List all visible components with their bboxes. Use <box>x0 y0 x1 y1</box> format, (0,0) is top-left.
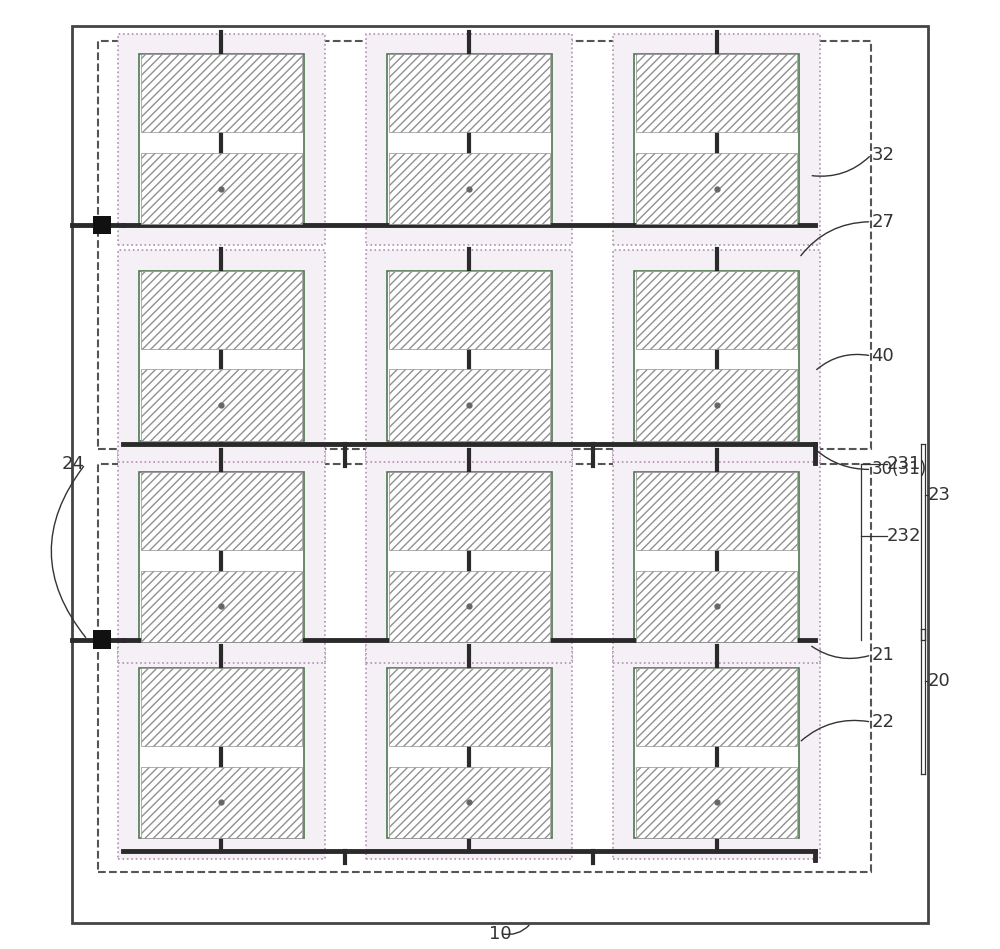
Bar <box>389 369 550 441</box>
Bar <box>118 33 325 245</box>
Bar <box>387 270 552 441</box>
Bar <box>613 251 820 461</box>
Text: 20: 20 <box>928 672 951 690</box>
Bar <box>141 369 302 441</box>
Text: 30(31): 30(31) <box>871 460 927 478</box>
Bar <box>636 570 797 642</box>
Bar <box>613 452 820 662</box>
Bar <box>389 570 550 642</box>
Bar <box>139 472 304 642</box>
Bar <box>389 767 550 838</box>
Bar <box>141 668 302 746</box>
Bar <box>634 472 799 642</box>
Bar <box>141 153 302 224</box>
Bar <box>141 54 302 133</box>
Bar <box>389 270 550 349</box>
Bar <box>366 452 572 662</box>
Bar <box>93 215 111 234</box>
Bar <box>118 251 325 461</box>
Bar <box>636 270 797 349</box>
Text: 23: 23 <box>928 486 951 504</box>
Text: 32: 32 <box>871 146 894 164</box>
Bar <box>366 33 572 245</box>
Bar <box>389 54 550 133</box>
Bar <box>139 54 304 224</box>
Bar <box>139 270 304 441</box>
Bar <box>613 33 820 245</box>
Bar <box>93 630 111 649</box>
Bar <box>389 668 550 746</box>
Bar <box>118 647 325 859</box>
Bar <box>636 767 797 838</box>
Text: 232: 232 <box>887 528 921 546</box>
Bar <box>366 647 572 859</box>
Bar <box>389 472 550 550</box>
Bar <box>636 369 797 441</box>
Bar <box>634 54 799 224</box>
Bar <box>141 270 302 349</box>
Bar <box>141 570 302 642</box>
Bar <box>118 452 325 662</box>
Bar <box>636 472 797 550</box>
Bar <box>636 54 797 133</box>
Bar <box>389 153 550 224</box>
Bar <box>141 767 302 838</box>
Text: 10: 10 <box>489 924 511 942</box>
Bar <box>636 153 797 224</box>
Bar <box>634 270 799 441</box>
Bar <box>387 668 552 838</box>
Bar <box>387 472 552 642</box>
Bar <box>636 668 797 746</box>
Text: 27: 27 <box>871 213 894 231</box>
Text: 40: 40 <box>871 347 894 364</box>
Bar <box>98 41 871 449</box>
Text: 21: 21 <box>871 646 894 664</box>
Bar <box>613 647 820 859</box>
Bar <box>387 54 552 224</box>
Text: 22: 22 <box>871 713 894 731</box>
Bar <box>141 472 302 550</box>
Bar <box>366 251 572 461</box>
Bar <box>98 464 871 871</box>
Bar <box>139 668 304 838</box>
Text: 231: 231 <box>887 456 921 474</box>
Text: 24: 24 <box>62 456 85 474</box>
Bar <box>634 668 799 838</box>
